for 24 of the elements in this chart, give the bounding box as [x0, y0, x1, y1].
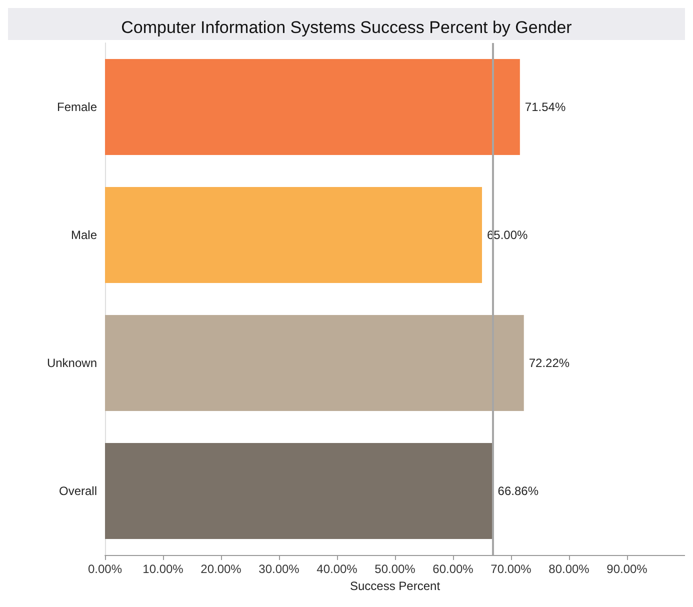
- x-tick-label: 0.00%: [88, 562, 122, 576]
- data-label: 66.86%: [498, 484, 539, 498]
- bar: [105, 443, 493, 539]
- x-tick-label: 50.00%: [374, 562, 416, 576]
- x-tick-label: 20.00%: [200, 562, 242, 576]
- bar: [105, 187, 482, 283]
- data-label: 71.54%: [524, 100, 566, 114]
- y-tick-label: Unknown: [46, 356, 97, 370]
- data-label: 72.22%: [528, 356, 570, 370]
- y-tick-label: Female: [56, 100, 98, 114]
- y-tick-label: Overall: [58, 484, 97, 498]
- data-label: 65.00%: [487, 228, 528, 242]
- x-tick-label: 70.00%: [490, 562, 532, 576]
- x-tick-label: 30.00%: [258, 562, 300, 576]
- bar: [105, 315, 524, 411]
- x-axis-title: Success Percent: [350, 578, 441, 593]
- x-tick-label: 90.00%: [606, 562, 648, 576]
- x-tick-label: 80.00%: [548, 562, 590, 576]
- x-tick-label: 60.00%: [432, 562, 474, 576]
- bar: [105, 59, 520, 155]
- y-tick-label: Male: [70, 228, 98, 242]
- x-tick-label: 10.00%: [142, 562, 184, 576]
- chart-title: Computer Information Systems Success Percent by Gender: [121, 18, 572, 37]
- x-tick-label: 40.00%: [316, 562, 358, 576]
